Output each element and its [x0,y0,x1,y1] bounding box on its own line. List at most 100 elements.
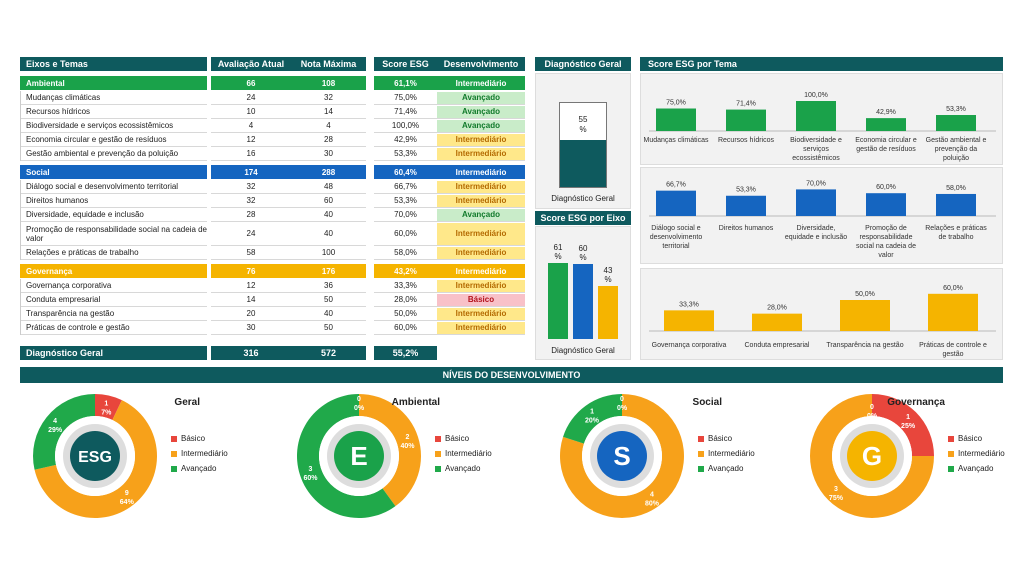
tema-bar-value: 70,0% [806,180,826,187]
theme-row-col4: Intermediário [437,246,525,259]
legend-swatch [435,435,441,442]
theme-row-text: 42,9% [394,135,417,144]
theme-row-cell: Intermediário [437,133,525,147]
row-border [20,222,207,246]
tema-bar-value: 50,0% [855,291,875,298]
group-2-text: 76 [246,266,256,276]
donut-slice [297,394,396,518]
theme-row-col4: Intermediário [437,133,525,146]
theme-row-col1: 14 [211,293,291,306]
theme-row-cell: Avançado [437,105,525,119]
header-nota: Nota Máxima [291,57,366,71]
theme-row-text: 32 [246,182,256,191]
theme-row-text: 10 [246,107,256,116]
donut-hole [582,416,662,496]
tema-title: Score ESG por Tema [648,59,737,69]
tema-bar [928,293,978,331]
row-border [20,246,207,260]
tema-bar-value: 53,3% [946,106,966,113]
theme-row-text: Recursos hídricos [26,107,91,116]
legend-swatch [171,450,177,457]
theme-row-text: 71,4% [394,107,417,116]
tema-bar [664,310,714,331]
theme-row-text: 24 [246,93,256,102]
eixo-bar-label: 60% [573,244,593,262]
theme-row-cell: 28 [291,133,366,147]
theme-row-cell: 10 [211,105,291,119]
theme-row-cell: Intermediário [437,321,525,335]
theme-row-col0: Biodiversidade e serviços ecossistêmicos [20,119,207,132]
theme-row-cell: Direitos humanos [20,194,207,208]
theme-row-text: Relações e práticas de trabalho [26,248,139,257]
diag-header: Diagnóstico Geral [535,57,631,71]
theme-row-cell: 50,0% [374,307,437,321]
group-2-col2: 176 [291,264,366,278]
tema-bar [656,108,696,131]
tema-bar-value: 71,4% [736,101,756,108]
levels-header: NÍVEIS DO DESENVOLVIMENTO [20,367,1003,383]
theme-row-text: 50,0% [394,309,417,318]
tema-bar-value: 28,0% [767,305,787,312]
theme-row-col4: Intermediário [437,307,525,320]
tema-category: Diversidade, equidade e inclusão [785,225,847,241]
theme-row-cell: Diálogo social e desenvolvimento territo… [20,180,207,194]
donut-center [70,431,120,481]
total-cell: 55,2% [374,346,437,360]
theme-row-cell: 53,3% [374,194,437,208]
theme-row-cell: 100,0% [374,119,437,133]
theme-row-text: Intermediário [455,248,507,257]
theme-row-text: 60,0% [394,323,417,332]
row-border [20,321,207,335]
theme-row-col1: 12 [211,279,291,292]
theme-row-col2: 40 [291,208,366,221]
tema-category: Direitos humanos [719,225,774,232]
theme-row-col1: 58 [211,246,291,259]
eixo-bar-value: 61 [553,243,563,253]
total-col3: 55,2% [374,346,437,360]
theme-row-cell: 40 [291,307,366,321]
legend-label: Intermediário [708,449,755,458]
theme-row-col2: 40 [291,307,366,320]
legend-item: Intermediário [948,449,1005,458]
tema-bar [752,313,802,331]
theme-row-col3: 71,4% [374,105,437,118]
theme-row-text: Mudanças climáticas [26,93,101,102]
eixo-bar-unit: % [604,274,612,284]
levels-title: NÍVEIS DO DESENVOLVIMENTO [442,370,581,380]
theme-row-cell: Recursos hídricos [20,105,207,119]
theme-row-cell: Transparência na gestão [20,307,207,321]
theme-row-cell: 60,0% [374,222,437,246]
theme-row-col3: 58,0% [374,246,437,259]
donut-inner-ring [63,424,127,488]
donut-slice-count: 4 [650,491,654,498]
theme-row-col0: Promoção de responsabilidade social na c… [20,222,207,245]
donut-slice-count: 1 [906,414,910,421]
legend-swatch [948,465,954,472]
total-text: 572 [320,348,337,358]
theme-row-cell: Intermediário [437,194,525,208]
eixo-label: Diagnóstico Geral [551,346,615,355]
theme-row-col3: 60,0% [374,222,437,245]
theme-row-text: Governança corporativa [26,281,112,290]
eixo-panel: 61% 60% 43% Diagnóstico Geral [535,226,631,360]
header-eixos: Eixos e Temas [20,57,207,71]
theme-row-col2: 32 [291,91,366,104]
tema-category: Promoção de responsabilidade social na cad… [856,225,916,259]
group-0-col1: 66 [211,76,291,90]
tema-bar-value: 75,0% [666,100,686,107]
theme-row-col0: Mudanças climáticas [20,91,207,104]
total-col4 [437,346,525,360]
eixo-bar [548,263,568,339]
theme-row-col2: 36 [291,279,366,292]
theme-row-col3: 100,0% [374,119,437,132]
donut-slice-pct: 0% [617,405,628,412]
donut-legend: Básico Intermediário Avançado [698,434,755,473]
group-1-col2: 288 [291,165,366,179]
legend-label: Avançado [708,464,744,473]
theme-row-cell: 71,4% [374,105,437,119]
theme-row-cell: Economia circular e gestão de resíduos [20,133,207,147]
tema-panel-soc: 66,7% Diálogo social e desenvolvimento terr… [640,167,1003,264]
theme-row-col1: 10 [211,105,291,118]
theme-row-cell: 70,0% [374,208,437,222]
donut-center [597,431,647,481]
